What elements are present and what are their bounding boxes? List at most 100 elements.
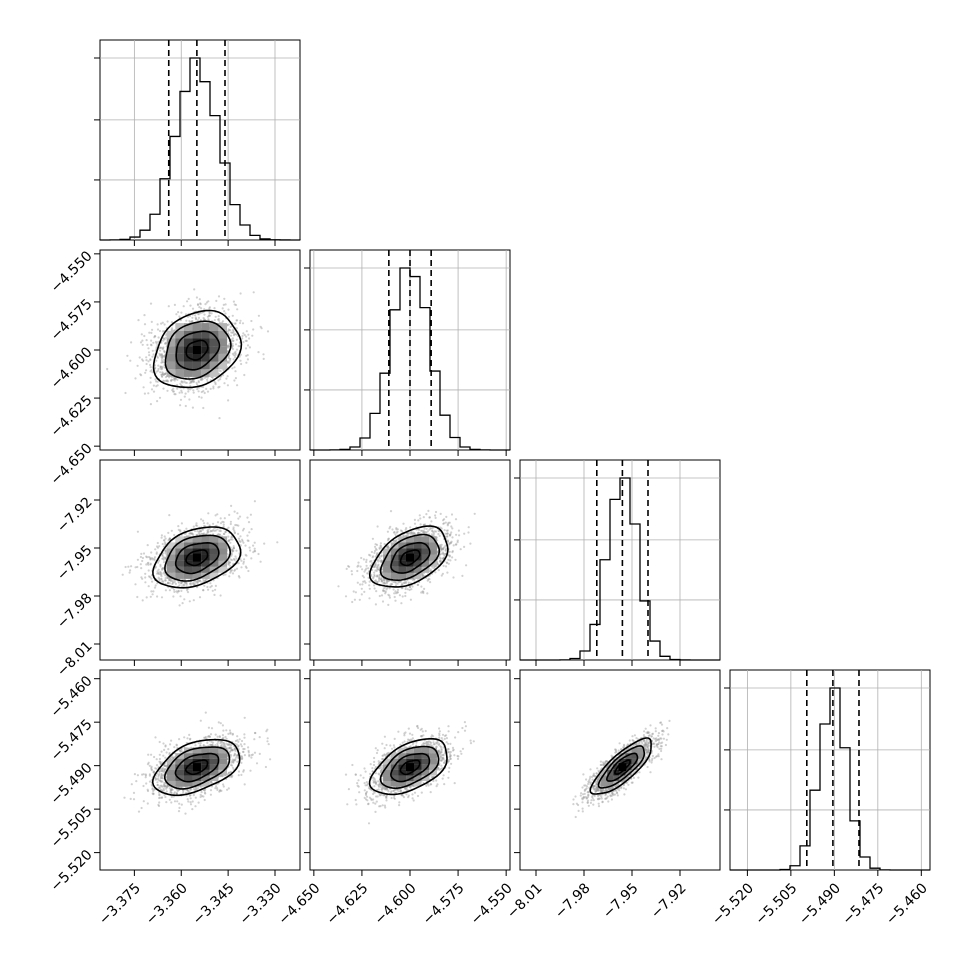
scatter-point	[376, 552, 379, 555]
scatter-point	[158, 354, 161, 357]
scatter-point	[245, 566, 248, 570]
scatter-point	[159, 365, 163, 368]
scatter-point	[251, 334, 254, 337]
scatter-point	[230, 559, 234, 562]
panel-content	[121, 500, 279, 607]
scatter-point	[175, 590, 178, 593]
scatter-point	[188, 398, 191, 401]
scatter-point	[161, 361, 164, 364]
density-cell	[192, 572, 202, 579]
scatter-point	[198, 530, 201, 533]
scatter-point	[239, 292, 242, 295]
scatter-point	[191, 532, 194, 535]
scatter-point	[450, 525, 453, 528]
scatter-point	[160, 322, 163, 325]
scatter-point	[426, 592, 429, 595]
scatter-point	[160, 573, 163, 576]
density-cell	[209, 323, 219, 331]
density-cell	[166, 554, 176, 561]
scatter-point	[375, 566, 378, 569]
density-cell	[166, 361, 176, 370]
density-cell	[201, 542, 210, 549]
scatter-point	[136, 595, 139, 599]
scatter-point	[234, 377, 237, 380]
scatter-point	[232, 557, 236, 561]
scatter-point	[434, 530, 438, 533]
scatter-point	[378, 578, 381, 581]
scatter-point	[161, 330, 164, 333]
scatter-point	[232, 354, 235, 357]
scatter-point	[383, 579, 386, 582]
scatter-point	[245, 354, 248, 357]
scatter-point	[368, 597, 371, 600]
scatter-point	[189, 582, 192, 585]
scatter-point	[400, 584, 403, 587]
scatter-point	[217, 533, 220, 536]
scatter-point	[405, 527, 408, 530]
scatter-point	[203, 584, 206, 587]
scatter-point	[167, 305, 170, 308]
scatter-point	[197, 316, 200, 319]
scatter-point	[231, 569, 234, 572]
scatter-point	[199, 312, 202, 315]
scatter-point	[147, 351, 151, 354]
scatter-point	[455, 543, 458, 546]
density-cell	[175, 572, 184, 579]
scatter-point	[227, 539, 231, 543]
scatter-point	[224, 303, 227, 306]
scatter-point	[200, 396, 203, 399]
scatter-point	[231, 352, 234, 355]
scatter-point	[433, 567, 436, 570]
scatter-point	[373, 575, 376, 578]
scatter-point	[145, 359, 148, 362]
scatter-point	[168, 578, 171, 581]
scatter-point	[180, 311, 183, 314]
scatter-point	[158, 577, 161, 581]
scatter-point	[241, 529, 245, 532]
scatter-point	[384, 586, 387, 589]
scatter-point	[387, 579, 390, 582]
scatter-point	[168, 537, 171, 540]
scatter-point	[392, 588, 395, 591]
scatter-point	[149, 358, 152, 362]
scatter-point	[176, 591, 179, 594]
scatter-point	[164, 589, 167, 592]
scatter-point	[387, 537, 390, 540]
scatter-point	[161, 567, 164, 570]
scatter-point	[159, 367, 162, 370]
scatter-point	[192, 599, 195, 602]
scatter-point	[223, 297, 226, 300]
scatter-point	[202, 406, 205, 410]
scatter-point	[377, 563, 380, 566]
scatter-point	[233, 333, 236, 336]
scatter-point	[179, 398, 183, 401]
scatter-point	[190, 320, 194, 323]
density-cell	[201, 346, 210, 354]
scatter-point	[164, 577, 167, 580]
scatter-point	[235, 549, 238, 552]
scatter-point	[160, 578, 163, 581]
scatter-point	[173, 376, 176, 380]
scatter-point	[202, 578, 205, 581]
scatter-point	[232, 339, 235, 342]
scatter-point	[444, 549, 447, 552]
scatter-point	[164, 379, 167, 382]
density-cell	[218, 323, 228, 331]
scatter-point	[247, 569, 250, 573]
scatter-point	[372, 576, 375, 579]
scatter-point	[250, 319, 253, 323]
scatter-point	[140, 567, 143, 570]
scatter-point	[154, 335, 157, 338]
scatter-point	[149, 376, 152, 379]
scatter-point	[219, 529, 222, 533]
scatter-point	[157, 369, 160, 372]
scatter-point	[234, 370, 237, 373]
scatter-point	[254, 550, 257, 553]
scatter-point	[233, 303, 236, 306]
scatter-point	[141, 358, 144, 361]
scatter-point	[157, 572, 160, 575]
scatter-point	[139, 341, 143, 344]
scatter-point	[173, 379, 176, 382]
scatter-point	[454, 518, 458, 521]
scatter-point	[222, 525, 225, 528]
